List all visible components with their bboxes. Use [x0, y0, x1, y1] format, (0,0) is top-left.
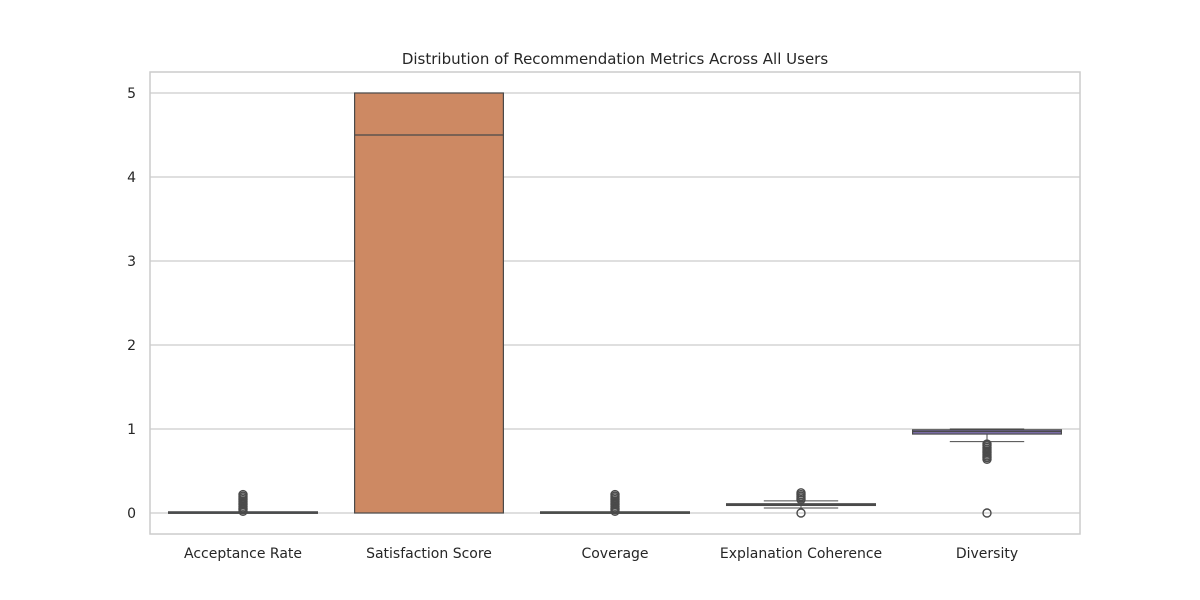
y-tick-label: 0 [127, 506, 136, 522]
box-group [911, 428, 1062, 518]
outlier-point [238, 489, 248, 500]
box-group [354, 92, 505, 514]
y-tick-label: 5 [127, 86, 136, 102]
outlier-point [796, 488, 806, 498]
y-axis-ticks: 0 1 2 3 4 5 [127, 86, 136, 522]
x-tick-label: Satisfaction Score [366, 546, 492, 562]
plot-area: 0 1 2 3 4 5 Acceptance Rate Satisfaction Score… [127, 71, 1081, 562]
x-tick-label: Acceptance Rate [184, 546, 302, 562]
y-tick-label: 1 [127, 422, 136, 438]
plot-frame [149, 71, 1081, 535]
x-tick-label: Explanation Coherence [720, 546, 882, 562]
box-body [354, 92, 505, 514]
outlier-point [796, 508, 806, 518]
box-group [725, 488, 876, 518]
y-tick-label: 2 [127, 338, 136, 354]
box-group [168, 489, 319, 517]
chart-title: Distribution of Recommendation Metrics A… [402, 50, 829, 68]
y-tick-label: 3 [127, 254, 136, 270]
y-tick-label: 4 [127, 170, 136, 186]
x-axis-ticks: Acceptance Rate Satisfaction Score Coverag… [184, 546, 1018, 562]
outlier-point [982, 508, 992, 518]
outlier-point [982, 439, 992, 449]
outlier-point [610, 489, 620, 500]
x-tick-label: Diversity [956, 546, 1018, 562]
box-group [539, 489, 690, 517]
boxes [168, 92, 1062, 518]
x-tick-label: Coverage [581, 546, 648, 562]
